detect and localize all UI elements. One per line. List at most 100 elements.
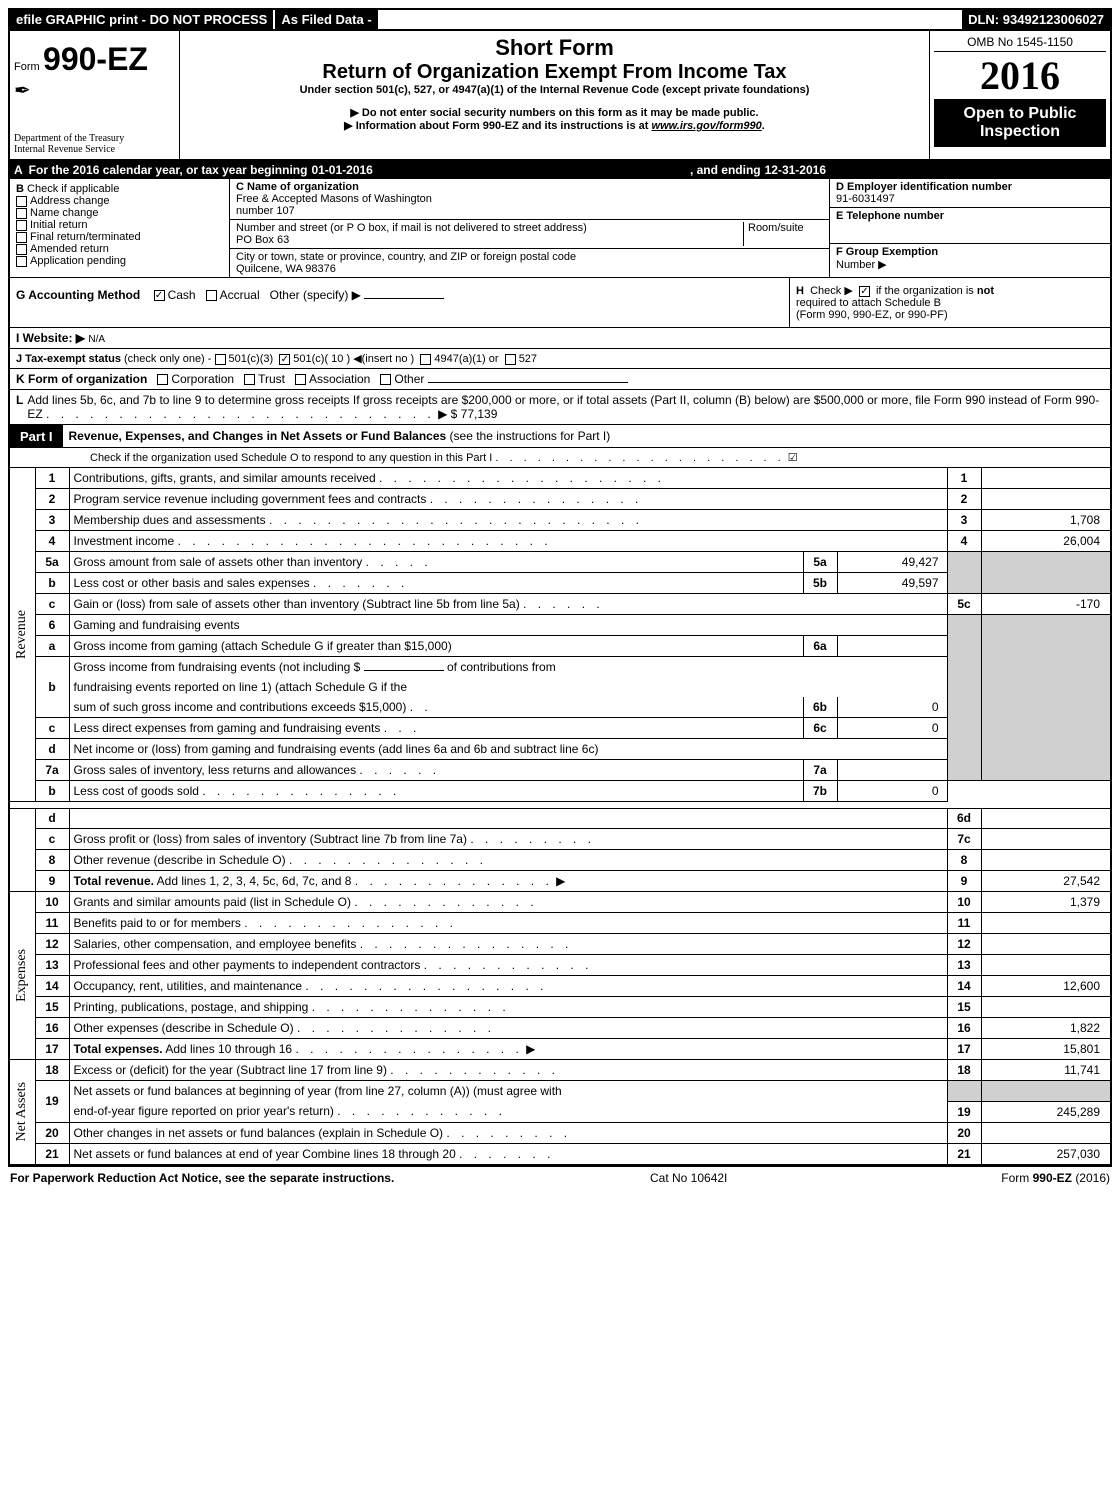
line-5c: c Gain or (loss) from sale of assets oth… [9,594,1111,615]
dln-label: DLN: [968,12,999,27]
checkbox-final-return[interactable] [16,232,27,243]
f-label-2: Number ▶ [836,258,1104,271]
org-name-1: Free & Accepted Masons of Washington [236,193,823,205]
c-name-label: C Name of organization [236,181,823,193]
form-number: 990-EZ [43,41,148,77]
checkbox-other-org[interactable] [380,374,391,385]
part-1-check: Check if the organization used Schedule … [8,448,1112,468]
section-b: B Check if applicable Address change Nam… [10,179,230,277]
revenue-label: Revenue [14,610,30,659]
line-1: Revenue 1 Contributions, gifts, grants, … [9,468,1111,489]
line-15: 15 Printing, publications, postage, and … [9,997,1111,1018]
org-name-2: number 107 [236,205,823,217]
website-value: N/A [88,334,105,345]
efile-label: efile GRAPHIC print - DO NOT PROCESS [10,10,273,29]
f-label: F Group Exemption [836,246,938,258]
header-left: Form 990-EZ ✒ Department of the Treasury… [10,31,180,159]
part-1-title: Revenue, Expenses, and Changes in Net As… [69,429,447,443]
checkbox-h[interactable]: ✓ [859,286,870,297]
form-prefix: Form [14,61,40,73]
checkbox-app-pending[interactable] [16,256,27,267]
checkbox-4947[interactable] [420,354,431,365]
top-bar: efile GRAPHIC print - DO NOT PROCESS As … [8,8,1112,31]
header-note-1: ▶ Do not enter social security numbers o… [184,106,925,119]
line-21: 21 Net assets or fund balances at end of… [9,1143,1111,1164]
checkbox-527[interactable] [505,354,516,365]
line-6a: a Gross income from gaming (attach Sched… [9,636,1111,657]
checkbox-name-change[interactable] [16,208,27,219]
part-1-title-2: (see the instructions for Part I) [450,429,611,443]
fundraising-contrib-input[interactable] [364,670,444,671]
line-14: 14 Occupancy, rent, utilities, and maint… [9,976,1111,997]
line-18: Net Assets 18 Excess or (deficit) for th… [9,1060,1111,1081]
checkbox-amended[interactable] [16,244,27,255]
line-10: Expenses 10 Grants and similar amounts p… [9,892,1111,913]
e-label: E Telephone number [836,210,1104,222]
line-13: 13 Professional fees and other payments … [9,955,1111,976]
checkbox-assoc[interactable] [295,374,306,385]
line-20: 20 Other changes in net assets or fund b… [9,1122,1111,1143]
header-center: Short Form Return of Organization Exempt… [180,31,930,159]
netassets-label: Net Assets [14,1082,30,1142]
footer-left: For Paperwork Reduction Act Notice, see … [10,1171,650,1185]
city-value: Quilcene, WA 98376 [236,263,823,275]
part-1-header: Part I Revenue, Expenses, and Changes in… [8,425,1112,448]
section-g: G Accounting Method ✓Cash Accrual Other … [10,278,790,327]
checkbox-accrual[interactable] [206,290,217,301]
line-8: 8 Other revenue (describe in Schedule O)… [9,850,1111,871]
open-to-public: Open to Public Inspection [934,99,1106,147]
line-6d: d Net income or (loss) from gaming and f… [9,739,1111,760]
street-label: Number and street (or P O box, if mail i… [236,222,743,234]
line-11: 11 Benefits paid to or for members . . .… [9,913,1111,934]
checkbox-501c3[interactable] [215,354,226,365]
expenses-label: Expenses [14,949,30,1002]
dept-treasury: Department of the Treasury [14,133,175,144]
line-5b: b Less cost or other basis and sales exp… [9,573,1111,594]
org-other-input[interactable] [428,382,628,383]
line-7c: c Gross profit or (loss) from sales of i… [9,829,1111,850]
asfiled-label: As Filed Data - [273,10,377,29]
city-label: City or town, state or province, country… [236,251,823,263]
header-note-2: ▶ Information about Form 990-EZ and its … [184,119,925,132]
dln-cell: DLN: 93492123006027 [962,10,1110,29]
omb-label: OMB No [967,35,1013,49]
line-19-1: 19 Net assets or fund balances at beginn… [9,1081,1111,1102]
line-2: 2 Program service revenue including gove… [9,489,1111,510]
header: Form 990-EZ ✒ Department of the Treasury… [8,31,1112,161]
line-17: 17 Total expenses. Add lines 10 through … [9,1039,1111,1060]
checkbox-corp[interactable] [157,374,168,385]
section-j: J Tax-exempt status (check only one) - 5… [8,349,1112,369]
line-9: 9 Total revenue. Add lines 1, 2, 3, 4, 5… [9,871,1111,892]
line-7a: 7a Gross sales of inventory, less return… [9,760,1111,781]
part-1-table-3: d Net income or (loss) from gaming and f… [8,808,1112,1165]
accounting-other-input[interactable] [364,298,444,299]
room-suite-label: Room/suite [743,222,823,246]
checkbox-cash[interactable]: ✓ [154,290,165,301]
d-label: D Employer identification number [836,181,1104,193]
dept-irs: Internal Revenue Service [14,144,175,155]
line-16: 16 Other expenses (describe in Schedule … [9,1018,1111,1039]
line-12: 12 Salaries, other compensation, and emp… [9,934,1111,955]
line-3: 3 Membership dues and assessments . . . … [9,510,1111,531]
footer-right: Form 990-EZ (2016) [910,1171,1110,1185]
section-l: L Add lines 5b, 6c, and 7b to line 9 to … [8,390,1112,425]
section-h: H Check ▶ ✓ if the organization is not r… [790,278,1110,327]
dln-value: 93492123006027 [1003,12,1104,27]
omb-number: 1545-1150 [1016,35,1073,49]
irs-link[interactable]: www.irs.gov/form990 [652,120,762,132]
checkbox-501c[interactable]: ✓ [279,354,290,365]
checkbox-address-change[interactable] [16,196,27,207]
checkbox-trust[interactable] [244,374,255,385]
line-19-2: end-of-year figure reported on prior yea… [9,1101,1111,1122]
short-form-title: Short Form [184,35,925,61]
ein-value: 91-6031497 [836,193,1104,205]
street-value: PO Box 63 [236,234,743,246]
section-i: I Website: ▶ N/A [8,328,1112,349]
section-k: K Form of organization Corporation Trust… [8,369,1112,390]
line-5a: 5a Gross amount from sale of assets othe… [9,552,1111,573]
section-c: C Name of organization Free & Accepted M… [230,179,830,277]
checkbox-initial-return[interactable] [16,220,27,231]
page-footer: For Paperwork Reduction Act Notice, see … [8,1165,1112,1185]
gross-receipts: 77,139 [461,407,498,421]
line-6b-1: b Gross income from fundraising events (… [9,657,1111,678]
